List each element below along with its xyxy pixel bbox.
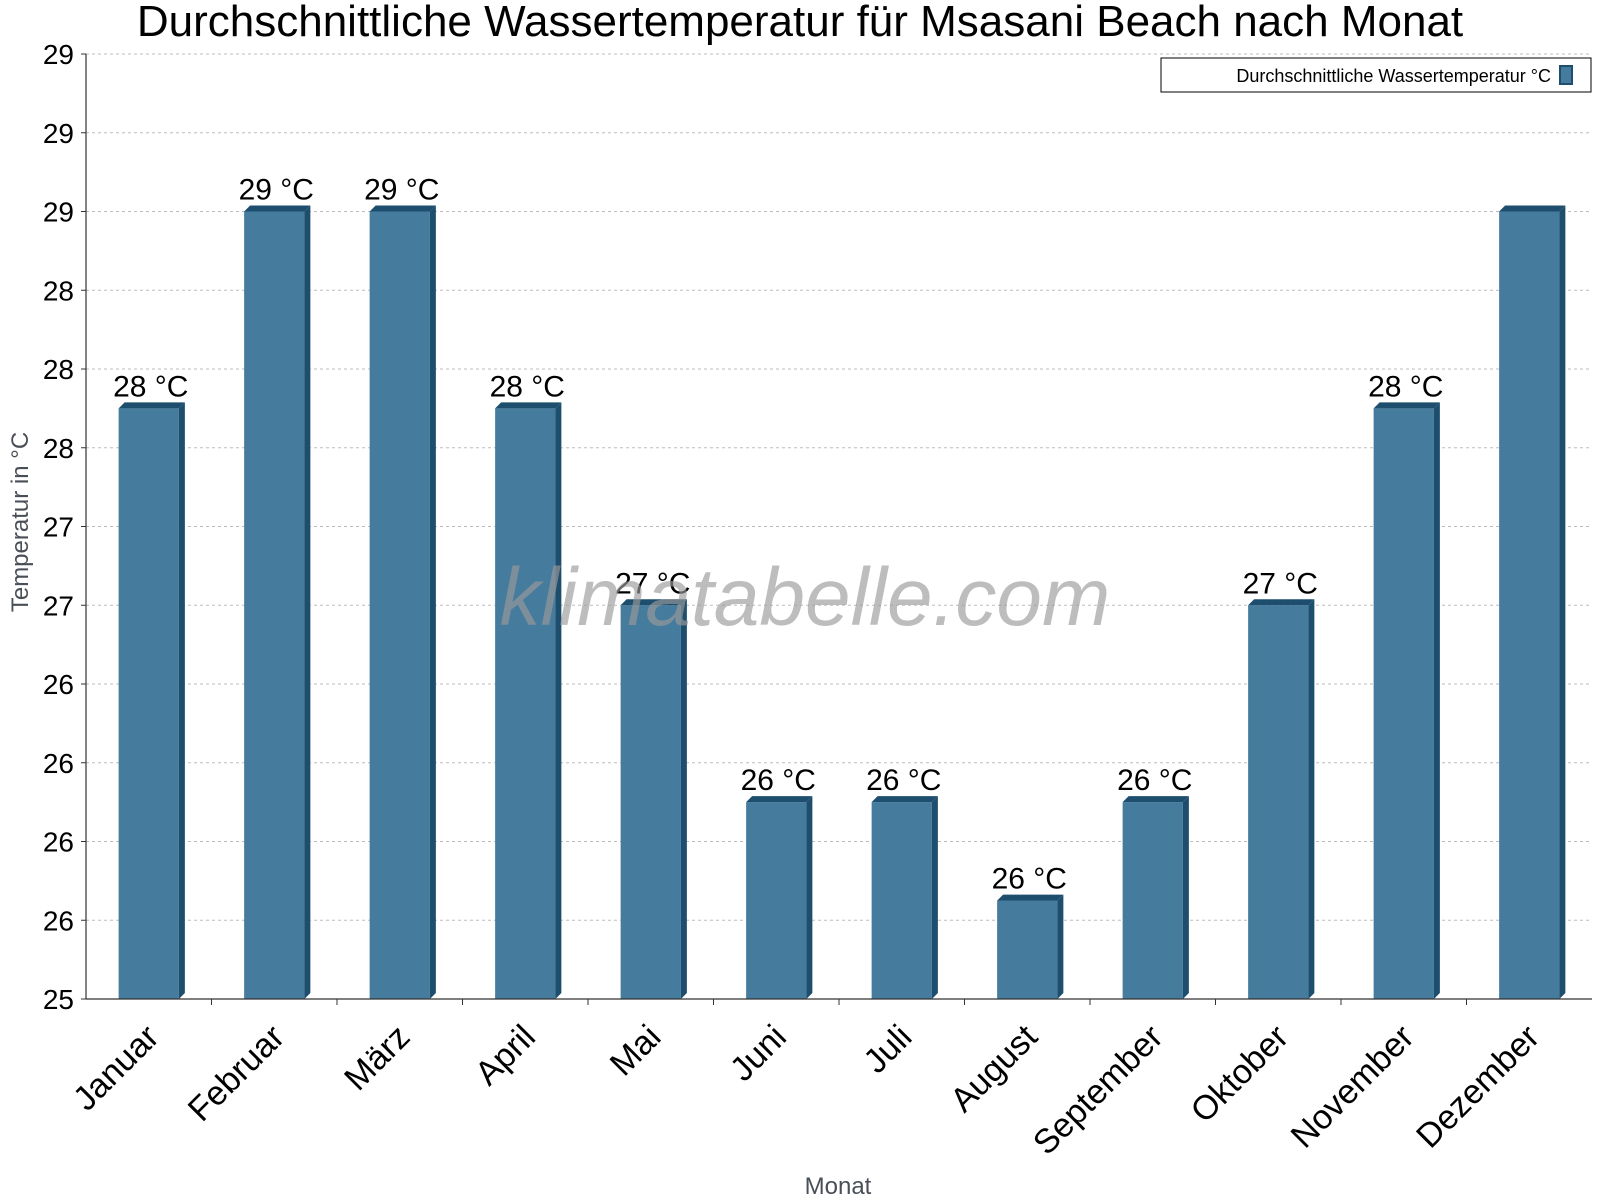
data-label: 27 °C — [615, 567, 690, 600]
bar-top — [997, 894, 1064, 901]
bar-side — [1433, 402, 1440, 999]
y-tick-label: 27 — [43, 590, 74, 621]
watermark-text: klimatabelle.com — [500, 552, 1111, 643]
y-axis-title: Temperatur in °C — [7, 432, 34, 612]
bar-face — [118, 408, 179, 999]
y-tick-label: 26 — [43, 748, 74, 779]
bar-side — [1308, 599, 1315, 999]
bar — [369, 205, 436, 999]
bar-face — [746, 802, 807, 999]
bar-side — [429, 205, 436, 999]
bar-side — [1182, 796, 1189, 999]
bars — [118, 205, 1566, 999]
data-label: 26 °C — [866, 764, 941, 797]
legend: Durchschnittliche Wassertemperatur °C — [1160, 57, 1592, 93]
bar-face — [244, 211, 305, 999]
grid-lines — [86, 53, 1592, 921]
bar — [1373, 402, 1440, 999]
data-label: 28 °C — [490, 370, 565, 403]
bar — [620, 599, 687, 999]
x-tick-label: Januar — [66, 1018, 166, 1118]
bar-top — [1122, 796, 1189, 803]
bar-side — [178, 402, 185, 999]
y-tick-label: 29 — [43, 39, 74, 70]
y-tick-label: 29 — [43, 197, 74, 228]
bar — [495, 402, 562, 999]
bar-side — [680, 599, 687, 999]
bar-face — [1122, 802, 1183, 999]
bar — [1122, 796, 1189, 999]
x-tick-label: März — [337, 1018, 417, 1098]
y-tick-label: 29 — [43, 118, 74, 149]
bar-top — [118, 402, 185, 409]
bar — [746, 796, 813, 999]
bar-side — [304, 205, 311, 999]
bar-side — [806, 796, 813, 999]
data-label: 26 °C — [1117, 764, 1192, 797]
bar — [244, 205, 311, 999]
x-tick-label: September — [1026, 1018, 1170, 1162]
data-label: 26 °C — [992, 863, 1067, 896]
bar-side — [1559, 205, 1566, 999]
bar-side — [555, 402, 562, 999]
data-labels: 28 °C 29 °C 29 °C 28 °C 27 °C 26 °C 26 °C 26 °C… — [113, 174, 1443, 896]
bar-side — [1057, 894, 1064, 999]
bar-top — [620, 599, 687, 606]
data-label: 29 °C — [364, 174, 439, 207]
y-tick-label: 26 — [43, 827, 74, 858]
data-label: 28 °C — [1368, 370, 1443, 403]
data-label: 27 °C — [1243, 567, 1318, 600]
bar-top — [746, 796, 813, 803]
bar — [1248, 599, 1315, 999]
legend-swatch — [1559, 65, 1573, 85]
y-tick-label: 26 — [43, 905, 74, 936]
y-tick-label: 28 — [43, 275, 74, 306]
bar-top — [244, 205, 311, 212]
data-label: 28 °C — [113, 370, 188, 403]
bar-face — [1248, 605, 1309, 999]
bar — [871, 796, 938, 999]
bar-top — [1373, 402, 1440, 409]
x-tick-label: Mai — [603, 1018, 669, 1084]
bar-side — [931, 796, 938, 999]
y-tick-label: 26 — [43, 669, 74, 700]
bar-face — [495, 408, 556, 999]
x-tick-label: Juni — [723, 1018, 794, 1089]
bar-face — [871, 802, 932, 999]
bar-top — [1499, 205, 1566, 212]
x-axis-title: Monat — [805, 1173, 872, 1200]
bar-top — [369, 205, 436, 212]
x-tick-label: August — [943, 1017, 1045, 1119]
bar — [118, 402, 185, 999]
bar-face — [369, 211, 430, 999]
x-axis-ticks: Januar Februar März April Mai Juni Juli AugustS… — [66, 999, 1547, 1162]
data-label: 26 °C — [741, 764, 816, 797]
legend-label: Durchschnittliche Wassertemperatur °C — [1236, 66, 1551, 86]
data-label: 29 °C — [239, 174, 314, 207]
bar-face — [620, 605, 681, 999]
x-tick-label: Dezember — [1409, 1018, 1547, 1156]
x-tick-label: Oktober — [1184, 1018, 1296, 1130]
bar-top — [1248, 599, 1315, 606]
bar-face — [997, 900, 1058, 999]
x-tick-label: Februar — [181, 1018, 292, 1129]
bar-face — [1373, 408, 1434, 999]
bar-face — [1499, 211, 1560, 999]
x-tick-label: April — [468, 1018, 543, 1093]
y-axis-ticks: 25 26 26 26 26 27 27 28 28 28 29 29 29 — [43, 39, 86, 1015]
y-tick-label: 28 — [43, 433, 74, 464]
legend-box — [1160, 57, 1592, 93]
y-tick-label: 27 — [43, 512, 74, 543]
x-tick-label: November — [1284, 1018, 1422, 1156]
bar-top — [871, 796, 938, 803]
y-tick-label: 25 — [43, 984, 74, 1015]
x-tick-label: Juli — [856, 1018, 919, 1081]
bar — [997, 894, 1064, 999]
bar — [1499, 205, 1566, 999]
bar-top — [495, 402, 562, 409]
y-tick-label: 28 — [43, 354, 74, 385]
chart-title: Durchschnittliche Wassertemperatur für M… — [137, 0, 1463, 46]
